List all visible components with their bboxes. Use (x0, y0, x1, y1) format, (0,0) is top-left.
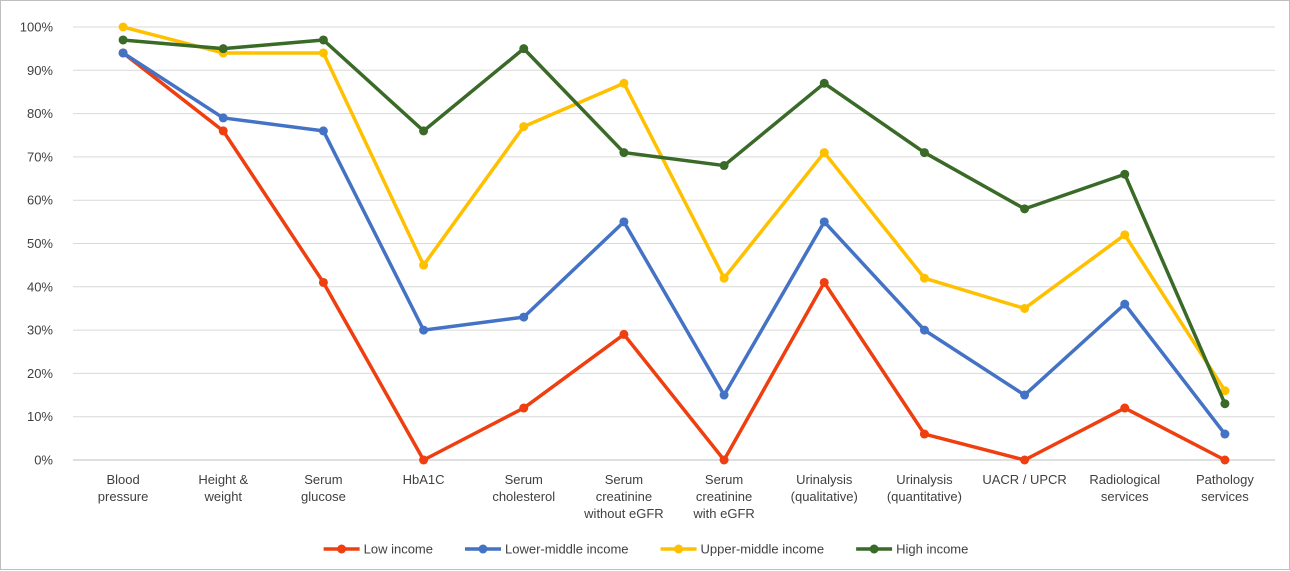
data-point (1120, 169, 1130, 179)
legend-item: Upper-middle income (660, 542, 825, 557)
x-tick-label: Serum glucose (301, 472, 346, 504)
data-point (1220, 399, 1230, 409)
data-point (419, 260, 429, 270)
data-point (519, 403, 529, 413)
x-tick-label: UACR / UPCR (982, 472, 1067, 487)
data-point (1220, 455, 1230, 465)
data-point (318, 35, 328, 45)
series-line (121, 38, 1227, 406)
data-point (318, 126, 328, 136)
x-tick-label: Pathology services (1196, 472, 1254, 504)
y-tick-label: 10% (27, 409, 53, 424)
data-point (118, 22, 128, 32)
y-tick-label: 70% (27, 149, 53, 164)
series-4 (118, 35, 1230, 409)
data-point (819, 277, 829, 287)
y-tick-label: 50% (27, 236, 53, 251)
data-point (819, 78, 829, 88)
data-point (719, 273, 729, 283)
data-point (1020, 303, 1030, 313)
data-point (619, 217, 629, 227)
data-point (318, 277, 328, 287)
data-point (1120, 230, 1130, 240)
x-tick-label: Radiological services (1089, 472, 1160, 504)
legend-label: Upper-middle income (701, 542, 825, 557)
data-point (919, 325, 929, 335)
data-point (819, 217, 829, 227)
x-tick-label: HbA1C (403, 472, 445, 487)
data-point (218, 126, 228, 136)
data-point (719, 455, 729, 465)
legend-label: High income (896, 542, 968, 557)
data-point (519, 122, 529, 132)
legend-swatch-marker (337, 544, 347, 554)
legend-swatch-marker (869, 544, 879, 554)
data-point (118, 35, 128, 45)
series-line (121, 51, 1227, 462)
y-tick-label: 100% (20, 20, 54, 35)
data-point (1220, 429, 1230, 439)
data-point (719, 390, 729, 400)
legend-label: Lower-middle income (505, 542, 629, 557)
y-tick-label: 40% (27, 279, 53, 294)
legend-label: Low income (364, 542, 433, 557)
data-point (118, 48, 128, 58)
y-tick-label: 20% (27, 366, 53, 381)
data-point (619, 329, 629, 339)
data-point (919, 429, 929, 439)
data-point (218, 113, 228, 123)
legend-item: High income (856, 542, 968, 557)
y-tick-label: 30% (27, 323, 53, 338)
x-tick-label: Serum cholesterol (492, 472, 555, 504)
data-point (318, 48, 328, 58)
y-tick-label: 90% (27, 63, 53, 78)
series-1 (118, 48, 1230, 465)
data-point (619, 78, 629, 88)
series-line (121, 25, 1227, 393)
legend-swatch-marker (674, 544, 684, 554)
data-point (218, 44, 228, 54)
x-tick-label: Urinalysis (quantitative) (887, 472, 962, 504)
legend-item: Lower-middle income (464, 542, 629, 557)
y-tick-label: 60% (27, 193, 53, 208)
data-point (1020, 390, 1030, 400)
legend-item: Low income (323, 542, 433, 557)
data-point (1020, 204, 1030, 214)
series-3 (118, 22, 1230, 396)
x-tick-label: Blood pressure (98, 472, 149, 504)
series-line (121, 51, 1227, 436)
series-2 (118, 48, 1230, 439)
data-point (719, 161, 729, 171)
y-tick-label: 80% (27, 106, 53, 121)
legend-swatch-marker (478, 544, 488, 554)
data-point (1220, 386, 1230, 396)
data-point (419, 325, 429, 335)
y-tick-label: 0% (34, 453, 53, 468)
data-point (919, 273, 929, 283)
data-point (419, 126, 429, 136)
x-tick-label: Urinalysis (qualitative) (791, 472, 858, 504)
data-point (919, 148, 929, 158)
data-point (619, 148, 629, 158)
data-point (1120, 403, 1130, 413)
data-point (519, 312, 529, 322)
x-tick-label: Serum creatinine with eGFR (692, 472, 754, 521)
x-tick-label: Height & weight (198, 472, 248, 504)
data-point (1020, 455, 1030, 465)
data-point (519, 44, 529, 54)
data-point (819, 148, 829, 158)
data-point (1120, 299, 1130, 309)
data-point (419, 455, 429, 465)
x-tick-label: Serum creatinine without eGFR (583, 472, 663, 521)
